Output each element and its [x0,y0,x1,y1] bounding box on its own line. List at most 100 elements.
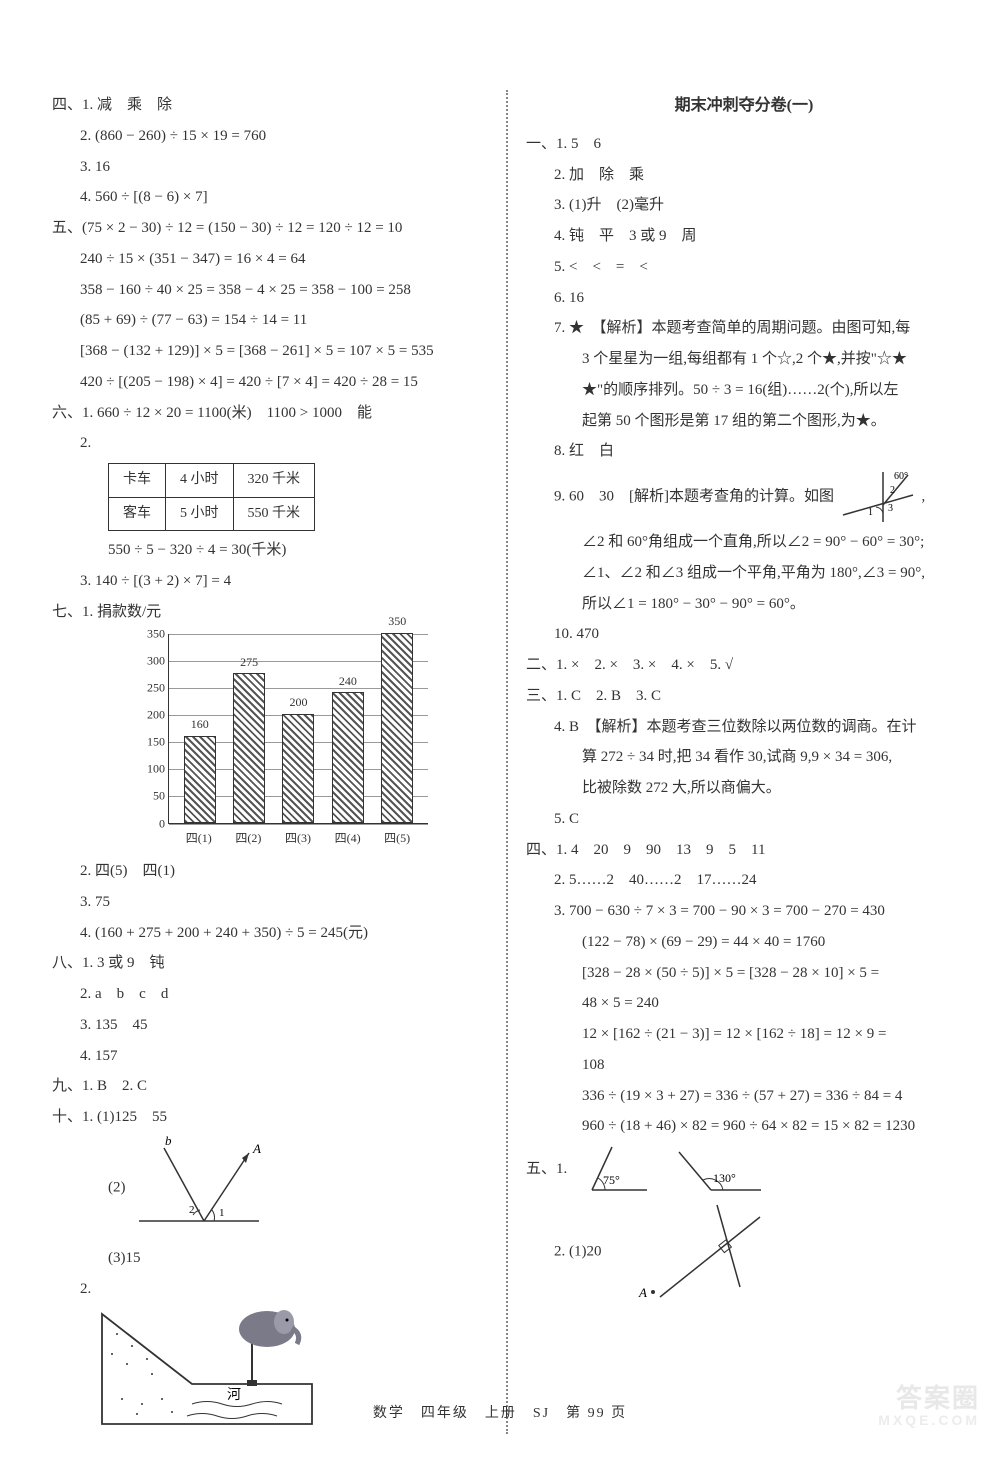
angle-130-icon: 130° [671,1142,766,1197]
text: 四、1. 4 20 9 90 13 9 5 11 [526,835,962,866]
text: 一、1. 5 6 [526,129,962,160]
text: 起第 50 个图形是第 17 组的第二个图形,为★。 [526,406,962,437]
svg-text:3: 3 [888,503,893,514]
text: 108 [526,1050,962,1081]
text: (3)15 [52,1243,488,1274]
section-title: 期末冲刺夺分卷(一) [526,90,962,123]
text: 所以∠1 = 180° − 30° − 90° = 60°。 [526,589,962,620]
watermark: 答案圈 MXQE.COM [878,1384,980,1428]
cell: 550 千米 [233,497,315,531]
text: 9. 60 30 [解析]本题考查角的计算。如图 60° 2 3 1 , [526,467,962,527]
text: 550 ÷ 5 − 320 ÷ 4 = 30(千米) [52,535,488,566]
text: 3. 75 [52,887,488,918]
text: 5. < < = < [526,252,962,283]
text: 4. 560 ÷ [(8 − 6) × 7] [52,182,488,213]
text: 四、1. 减 乘 除 [52,90,488,121]
table-row: 客车 5 小时 550 千米 [109,497,315,531]
svg-text:2: 2 [189,1204,195,1216]
text: 240 ÷ 15 × (351 − 347) = 16 × 4 = 64 [52,244,488,275]
svg-text:1: 1 [219,1207,225,1219]
text: 960 ÷ (18 + 46) × 82 = 960 ÷ 64 × 82 = 1… [526,1111,962,1142]
watermark-line2: MXQE.COM [878,1413,980,1428]
angle-75-icon: 75° [577,1142,657,1197]
text: 九、1. B 2. C [52,1071,488,1102]
text: 420 ÷ [(205 − 198) × 4] = 420 ÷ [7 × 4] … [52,367,488,398]
text: 336 ÷ (19 × 3 + 27) = 336 ÷ (57 + 27) = … [526,1081,962,1112]
text: [328 − 28 × (50 ÷ 5)] × 5 = [328 − 28 × … [526,958,962,989]
cell: 4 小时 [166,464,234,498]
angle-diagram-icon: A b 1 2 [129,1133,269,1243]
text: 2. (860 − 260) ÷ 15 × 19 = 760 [52,121,488,152]
text: 358 − 160 ÷ 40 × 25 = 358 − 4 × 25 = 358… [52,275,488,306]
svg-text:75°: 75° [603,1173,620,1187]
text: 7. ★ 【解析】本题考查简单的周期问题。由图可知,每 [526,313,962,344]
label: (2) [108,1179,126,1195]
text: 4. 钝 平 3 或 9 周 [526,221,962,252]
svg-text:2: 2 [890,485,895,496]
text: 6. 16 [526,283,962,314]
text: 五、1. 75° 130° [526,1142,962,1197]
right-column: 期末冲刺夺分卷(一) 一、1. 5 6 2. 加 除 乘 3. (1)升 (2)… [526,90,962,1434]
svg-text:A: A [252,1141,261,1156]
text: ∠1、∠2 和∠3 组成一个平角,平角为 180°,∠3 = 90°, [526,558,962,589]
text: 3. 700 − 630 ÷ 7 × 3 = 700 − 90 × 3 = 70… [526,896,962,927]
comma: , [922,488,926,504]
text: (2) A b 1 2 [52,1133,488,1243]
text: 二、1. × 2. × 3. × 4. × 5. √ [526,650,962,681]
text: 4. 157 [52,1041,488,1072]
text: 比被除数 272 大,所以商偏大。 [526,773,962,804]
text: 八、1. 3 或 9 钝 [52,948,488,979]
table-row: 卡车 4 小时 320 千米 [109,464,315,498]
watermark-line1: 答案圈 [878,1384,980,1413]
text: 8. 红 白 [526,436,962,467]
text: 2. [52,1274,488,1305]
page-footer: 数学 四年级 上册 SJ 第 99 页 [0,1402,1000,1422]
text: 3 个星星为一组,每组都有 1 个☆,2 个★,并按"☆★ [526,344,962,375]
svg-text:A: A [638,1285,647,1300]
label: 2. (1)20 [554,1243,602,1259]
text: [368 − (132 + 129)] × 5 = [368 − 261] × … [52,336,488,367]
text: 五、(75 × 2 − 30) ÷ 12 = (150 − 30) ÷ 12 =… [52,213,488,244]
svg-text:130°: 130° [713,1171,736,1185]
text: (122 − 78) × (69 − 29) = 44 × 40 = 1760 [526,927,962,958]
donation-chart: 050100150200250300350160275200240350 四(1… [142,634,442,851]
column-divider [506,90,508,1434]
svg-text:60°: 60° [894,471,908,482]
left-column: 四、1. 减 乘 除 2. (860 − 260) ÷ 15 × 19 = 76… [52,90,488,1434]
label: 9. 60 30 [解析]本题考查角的计算。如图 [554,488,834,504]
vehicle-table: 卡车 4 小时 320 千米 客车 5 小时 550 千米 [108,463,315,531]
text: 2. [52,428,488,459]
cell: 5 小时 [166,497,234,531]
text: 2. 5……2 40……2 17……24 [526,865,962,896]
text: 5. C [526,804,962,835]
text: 2. 加 除 乘 [526,160,962,191]
text: 三、1. C 2. B 3. C [526,681,962,712]
cell: 320 千米 [233,464,315,498]
text: 3. 135 45 [52,1010,488,1041]
cell: 卡车 [109,464,166,498]
text: 2. a b c d [52,979,488,1010]
text: 10. 470 [526,619,962,650]
text: 3. 140 ÷ [(3 + 2) × 7] = 4 [52,566,488,597]
cell: 客车 [109,497,166,531]
svg-text:1: 1 [868,507,873,518]
text: 3. 16 [52,152,488,183]
text: ∠2 和 60°角组成一个直角,所以∠2 = 90° − 60° = 30°; [526,527,962,558]
text: 2. (1)20 A [526,1197,962,1307]
angle-diagram-icon: 60° 2 3 1 [838,467,918,527]
perpendicular-diagram-icon: A [625,1197,775,1307]
text: 算 272 ÷ 34 时,把 34 看作 30,试商 9,9 × 34 = 30… [526,742,962,773]
text: 48 × 5 = 240 [526,988,962,1019]
svg-text:b: b [165,1133,172,1148]
text: 3. (1)升 (2)毫升 [526,190,962,221]
text: 七、1. 捐款数/元 [52,597,488,628]
text: 2. 四(5) 四(1) [52,856,488,887]
text: ★"的顺序排列。50 ÷ 3 = 16(组)……2(个),所以左 [526,375,962,406]
text: (85 + 69) ÷ (77 − 63) = 154 ÷ 14 = 11 [52,305,488,336]
text: 十、1. (1)125 55 [52,1102,488,1133]
label: 五、1. [526,1161,567,1177]
text: 六、1. 660 ÷ 12 × 20 = 1100(米) 1100 > 1000… [52,398,488,429]
text: 12 × [162 ÷ (21 − 3)] = 12 × [162 ÷ 18] … [526,1019,962,1050]
text: 4. B 【解析】本题考查三位数除以两位数的调商。在计 [526,712,962,743]
text: 4. (160 + 275 + 200 + 240 + 350) ÷ 5 = 2… [52,918,488,949]
